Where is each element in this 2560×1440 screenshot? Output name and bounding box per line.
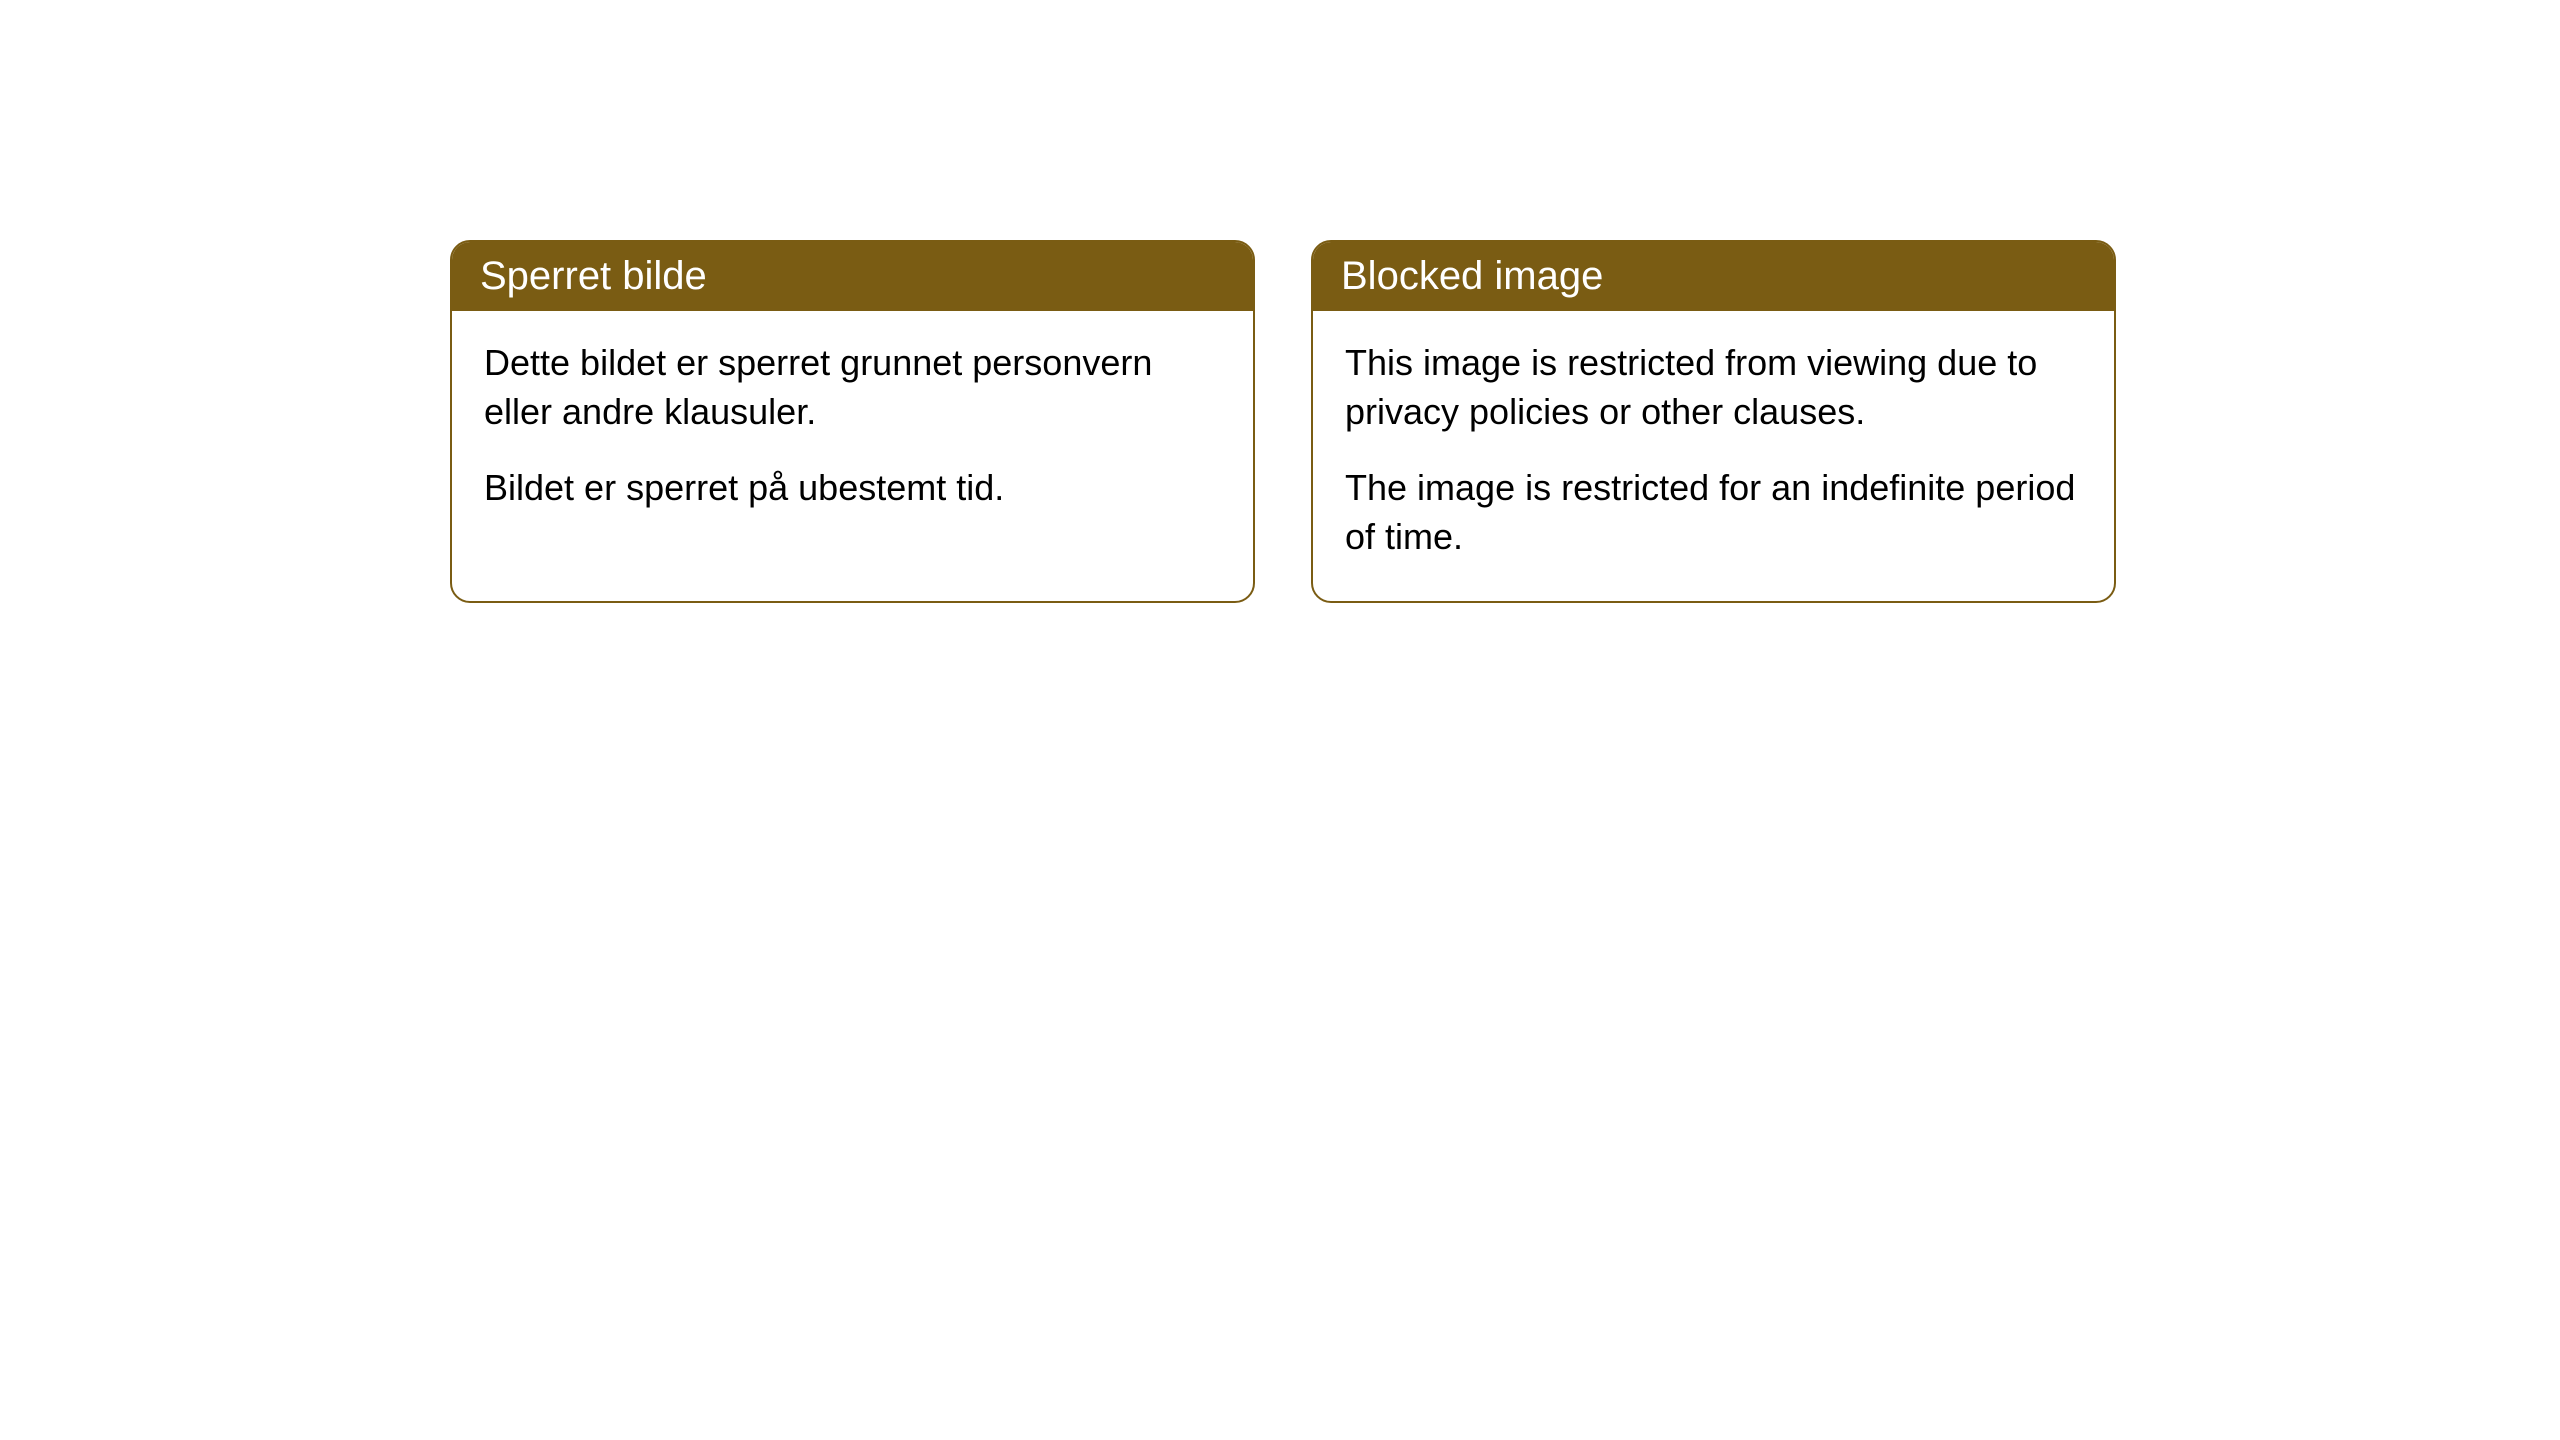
card-paragraph: Bildet er sperret på ubestemt tid. [484,464,1221,513]
card-body: Dette bildet er sperret grunnet personve… [452,311,1253,553]
card-title: Sperret bilde [452,242,1253,311]
notice-cards-container: Sperret bilde Dette bildet er sperret gr… [450,240,2116,603]
card-paragraph: The image is restricted for an indefinit… [1345,464,2082,561]
card-paragraph: Dette bildet er sperret grunnet personve… [484,339,1221,436]
card-paragraph: This image is restricted from viewing du… [1345,339,2082,436]
blocked-image-card-english: Blocked image This image is restricted f… [1311,240,2116,603]
blocked-image-card-norwegian: Sperret bilde Dette bildet er sperret gr… [450,240,1255,603]
card-body: This image is restricted from viewing du… [1313,311,2114,601]
card-title: Blocked image [1313,242,2114,311]
